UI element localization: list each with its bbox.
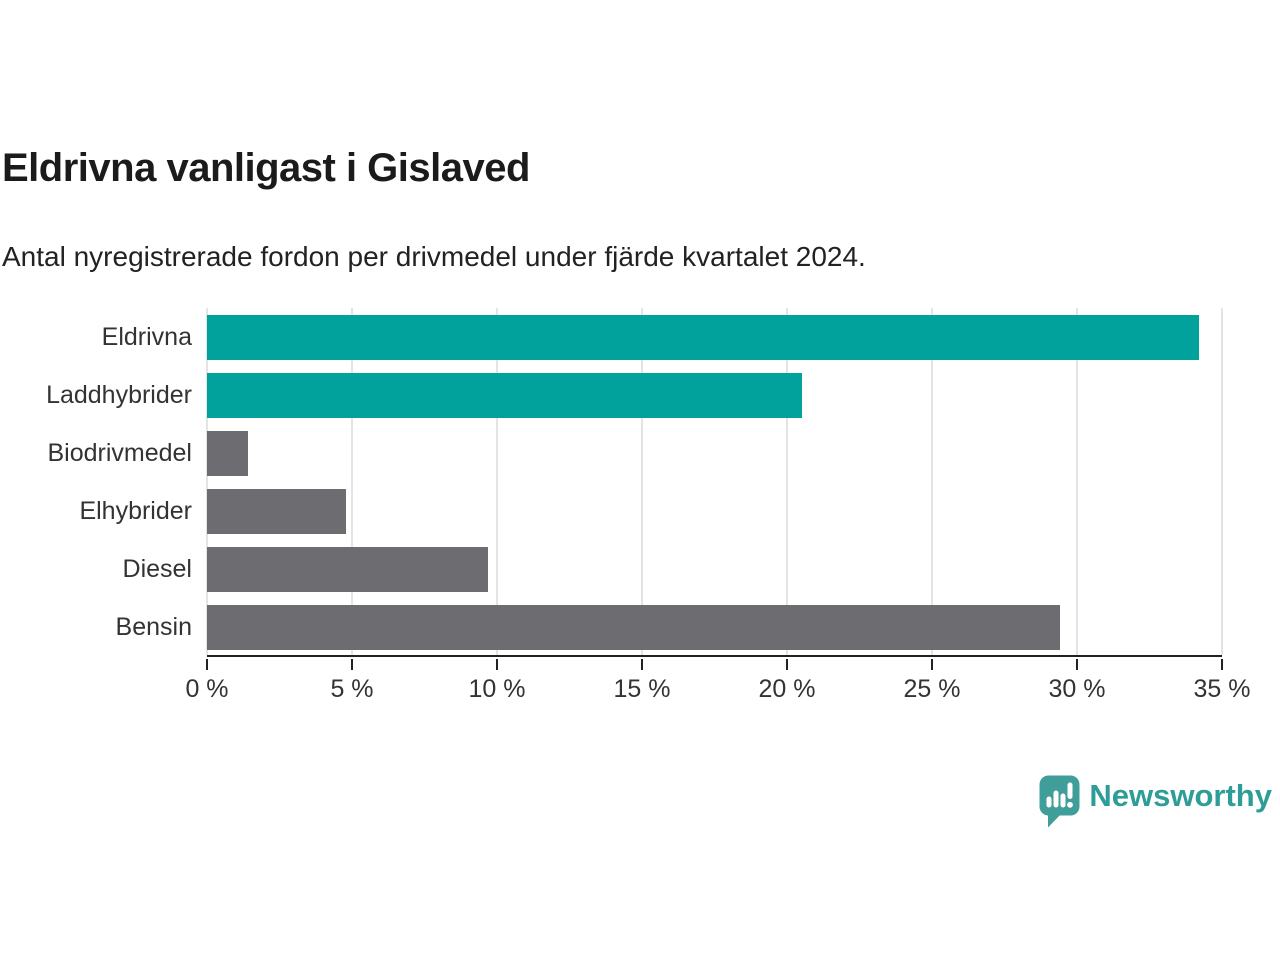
plot-area (206, 308, 1223, 657)
gridline-30 (1076, 308, 1078, 655)
newsworthy-logo: Newsworthy (1039, 775, 1272, 833)
bar-elhybrider (207, 489, 347, 535)
gridline-0 (206, 308, 208, 655)
chart-subtitle: Antal nyregistrerade fordon per drivmede… (2, 241, 866, 272)
x-tick-mark-25 (931, 659, 933, 670)
gridline-10 (496, 308, 498, 655)
x-tick-mark-15 (641, 659, 643, 670)
gridline-15 (641, 308, 643, 655)
y-label-laddhybrider: Laddhybrider (46, 380, 192, 409)
gridline-25 (931, 308, 933, 655)
y-label-diesel: Diesel (122, 555, 192, 584)
x-tick-label-35: 35 % (1193, 675, 1251, 703)
x-tick-mark-30 (1076, 659, 1078, 670)
x-tick-mark-5 (351, 659, 353, 670)
x-tick-mark-10 (496, 659, 498, 670)
y-label-biodrivmedel: Biodrivmedel (47, 438, 192, 467)
bar-eldrivna (207, 314, 1199, 360)
y-axis-labels: Eldrivna Laddhybrider Biodrivmedel Elhybrid… (0, 308, 192, 657)
y-label-bensin: Bensin (115, 613, 192, 642)
y-label-eldrivna: Eldrivna (101, 322, 192, 351)
x-tick-label-5: 5 % (330, 675, 374, 703)
x-tick-label-10: 10 % (468, 675, 526, 703)
x-tick-mark-0 (206, 659, 208, 670)
y-label-elhybrider: Elhybrider (79, 497, 192, 526)
logo-text: Newsworthy (1089, 778, 1272, 813)
gridline-20 (786, 308, 788, 655)
gridline-5 (351, 308, 353, 655)
bar-bensin (207, 605, 1060, 651)
gridline-35 (1221, 308, 1223, 655)
x-tick-label-30: 30 % (1048, 675, 1106, 703)
x-tick-label-15: 15 % (613, 675, 671, 703)
x-axis: 0 % 5 % 10 % 15 % 20 % 25 % 30 % 35 % (185, 659, 1250, 719)
x-tick-label-25: 25 % (903, 675, 961, 703)
x-tick-mark-35 (1221, 659, 1223, 670)
bar-biodrivmedel (207, 430, 248, 476)
x-tick-label-0: 0 % (185, 675, 229, 703)
newsworthy-speech-bubble-chart-icon (1039, 775, 1080, 833)
x-tick-label-20: 20 % (758, 675, 816, 703)
bar-laddhybrider (207, 372, 802, 418)
bar-diesel (207, 547, 489, 593)
x-tick-mark-20 (786, 659, 788, 670)
chart-title: Eldrivna vanligast i Gislaved (2, 146, 530, 190)
